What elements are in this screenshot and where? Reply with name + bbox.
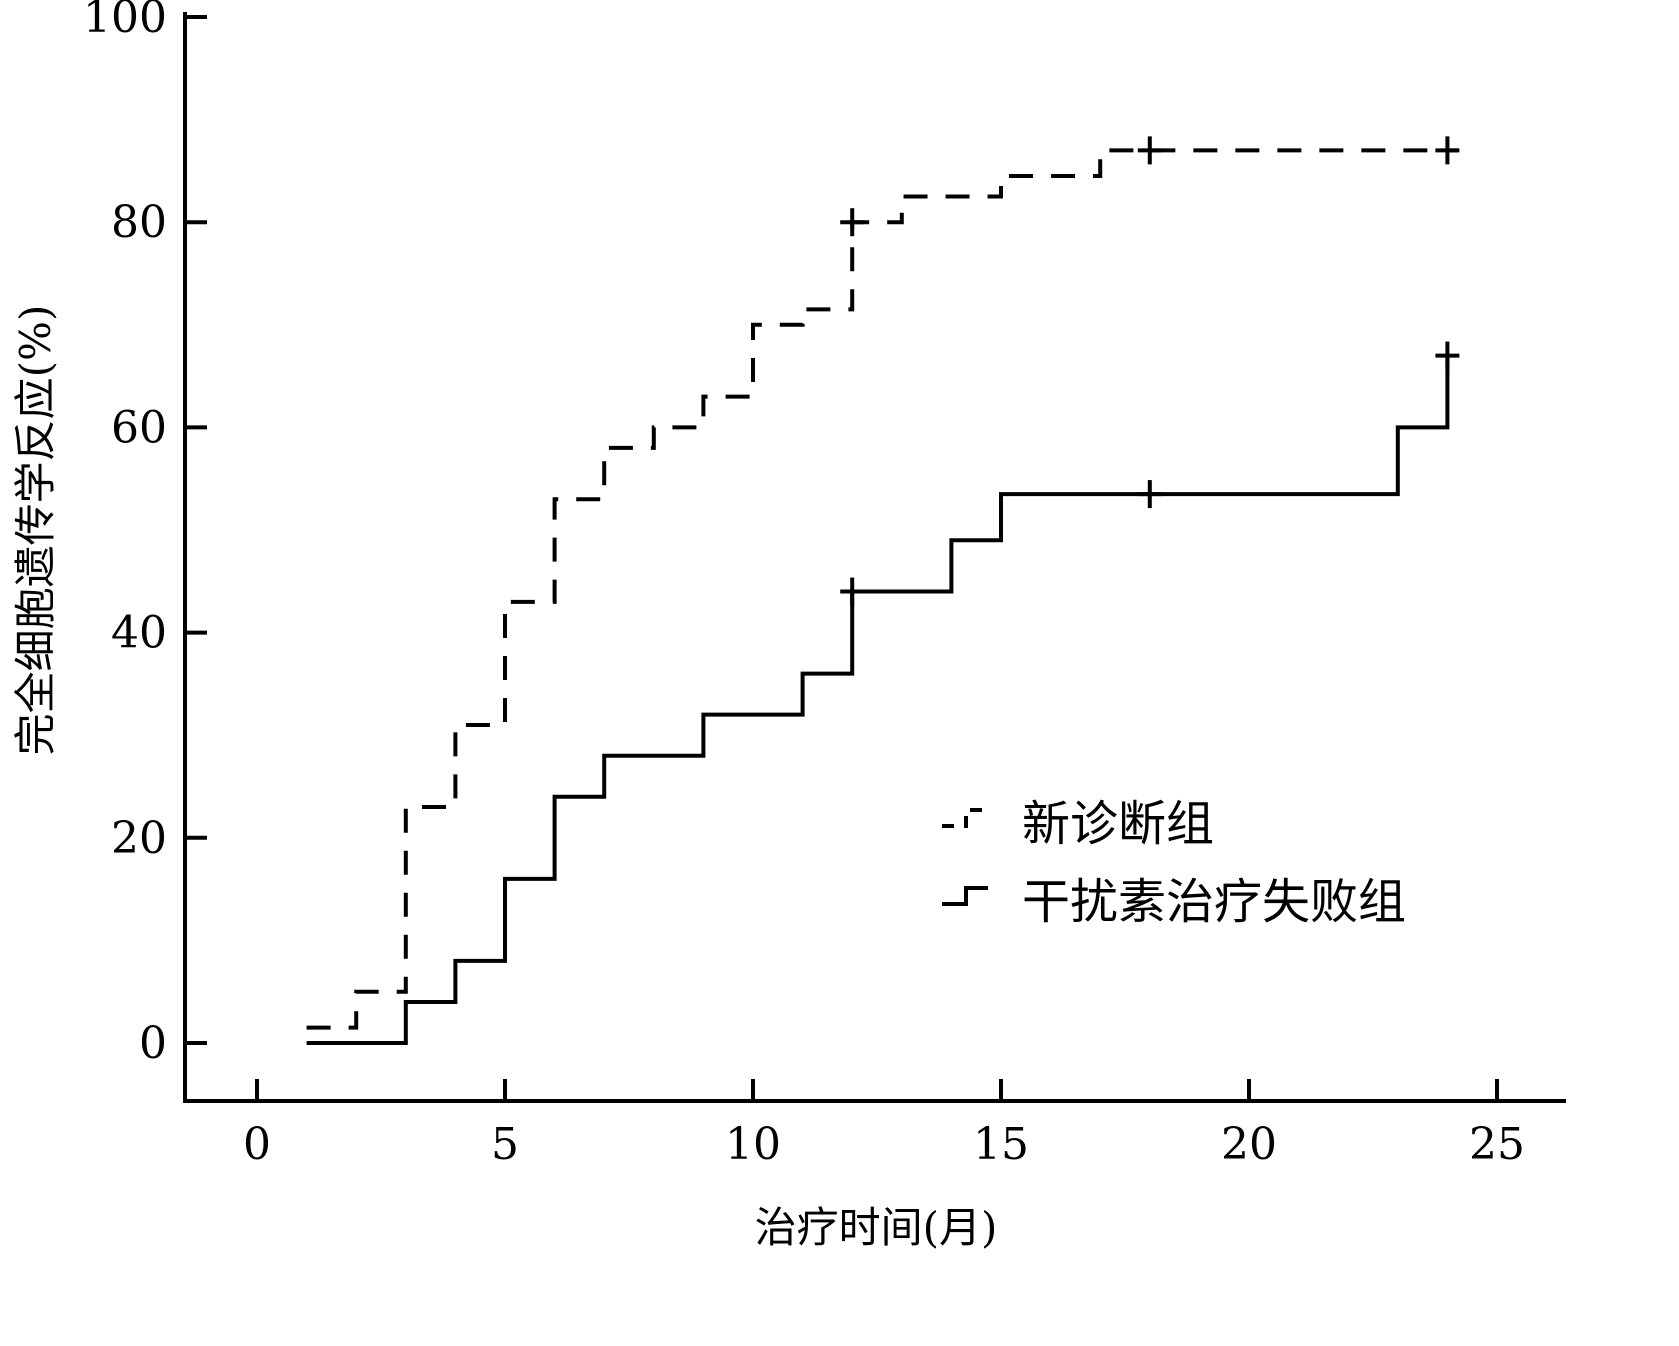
- y-tick-label: 60: [111, 402, 167, 453]
- y-tick-label: 100: [83, 0, 167, 43]
- x-axis-label: 治疗时间(月): [755, 1203, 998, 1252]
- x-tick-label: 10: [725, 1119, 781, 1170]
- y-axis-label: 完全细胞遗传学反应(%): [11, 305, 60, 756]
- y-ticks: 0 20 40 60 80 100: [83, 0, 207, 1069]
- axes: 0 20 40 60 80 100 0 5 10 15 20 25: [83, 0, 1566, 1170]
- x-tick-label: 5: [491, 1119, 519, 1170]
- series-line-2: [306, 355, 1450, 1045]
- y-tick-label: 0: [139, 1018, 167, 1069]
- x-ticks: 0 5 10 15 20 25: [243, 1079, 1525, 1170]
- y-tick-label: 40: [111, 608, 167, 659]
- legend-label-1: 新诊断组: [1022, 796, 1214, 852]
- x-tick-label: 15: [973, 1119, 1029, 1170]
- legend-label-2: 干扰素治疗失败组: [1022, 874, 1406, 930]
- series-line-1: [306, 148, 1458, 1030]
- x-tick-label: 20: [1221, 1119, 1277, 1170]
- chart: 0 20 40 60 80 100 0 5 10 15 20 25 完全细胞遗传学反应(%) 治疗时…: [11, 0, 1566, 1252]
- plot-area: [306, 136, 1460, 1045]
- legend-swatch-1: [942, 808, 988, 828]
- x-tick-label: 0: [243, 1119, 271, 1170]
- y-tick-label: 20: [111, 813, 167, 864]
- x-tick-label: 25: [1469, 1119, 1525, 1170]
- y-tick-label: 80: [111, 197, 167, 248]
- legend-swatch-2: [942, 886, 988, 906]
